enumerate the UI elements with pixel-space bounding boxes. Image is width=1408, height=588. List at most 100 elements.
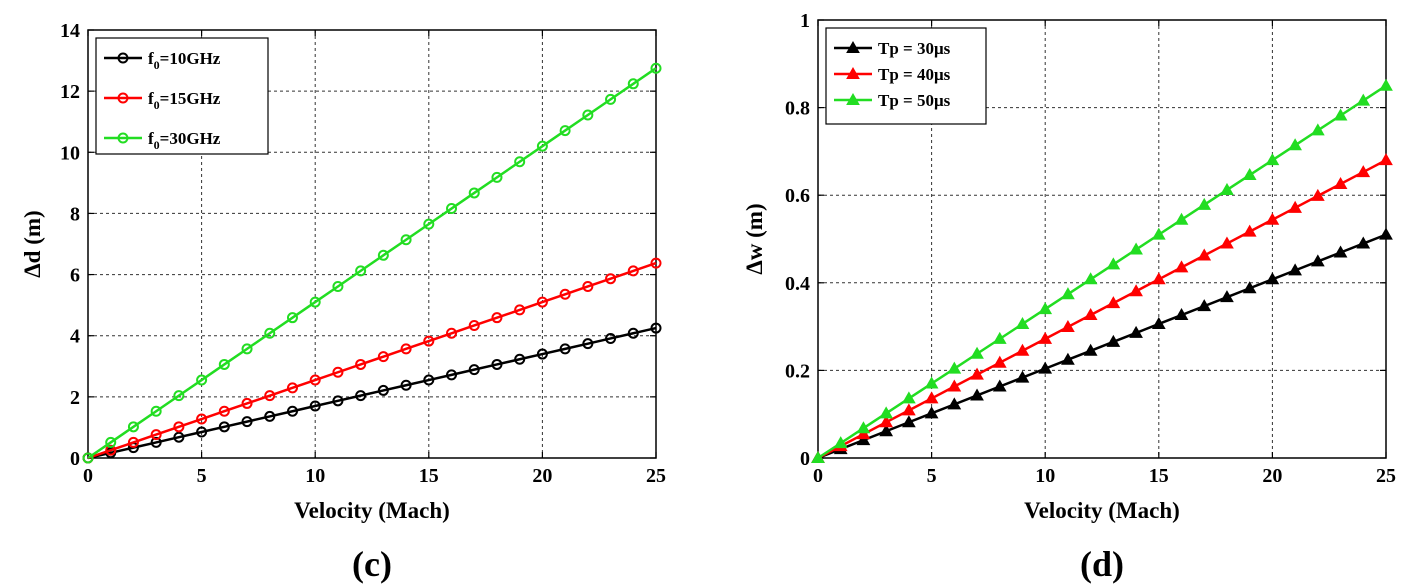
data-point [1151,272,1166,285]
data-point [1106,334,1121,347]
data-point [1265,212,1280,225]
data-point [332,280,344,292]
chart-panel-d: 0 5 10 15 20 25 0 0.2 0.4 0.6 0.8 1 Velocity (Mach) Δ… [742,10,1396,584]
data-point [970,388,984,401]
series-1 [82,322,662,464]
series-3 [811,78,1393,463]
data-point [1220,182,1234,195]
data-point [1356,236,1371,249]
data-point [902,391,916,404]
data-point [264,410,276,422]
data-point [1061,352,1075,365]
data-point [377,351,389,363]
data-point [491,358,503,370]
data-point [286,382,298,394]
series-line [87,261,657,460]
data-point [536,296,548,308]
data-point [1265,272,1280,285]
y-tick-label: 6 [70,265,80,287]
data-point [846,66,860,79]
y-tick-label: 12 [60,81,80,103]
data-point [1083,308,1098,321]
y-tick-label: 14 [60,20,80,42]
data-point [150,405,162,417]
data-point [1061,319,1075,332]
data-point [1333,176,1348,189]
data-point [605,273,617,285]
legend-label: Tp = 40μs [878,65,951,84]
y-tick-label: 0.4 [785,273,810,295]
data-point [902,415,916,428]
data-point [1015,370,1030,383]
data-point [536,348,548,360]
data-point [1083,343,1098,356]
y-tick-label: 1 [800,10,810,32]
data-point [514,156,526,168]
data-point [924,406,939,419]
data-point [400,379,412,391]
data-point [491,171,503,183]
data-point [582,338,594,350]
data-point [1379,78,1393,91]
data-point [627,265,639,277]
data-point [196,413,208,425]
data-point [241,397,253,409]
data-point [811,450,825,463]
data-point [264,390,276,402]
legend-label: Tp = 50μs [878,91,951,110]
series-line [817,233,1387,460]
data-point [241,416,253,428]
chart-caption: (c) [352,544,392,584]
legend-label: f0=30GHz [148,129,221,152]
data-point [286,405,298,417]
y-tick-label: 0 [800,448,810,470]
data-point [627,327,639,339]
data-point [355,265,367,277]
data-point [218,421,230,433]
series-1 [811,227,1393,463]
data-point [1197,299,1212,312]
data-point [1356,93,1371,106]
x-tick-label: 20 [532,465,552,487]
data-point [218,405,230,417]
data-point [196,426,208,438]
data-point [846,92,860,105]
legend-label: f0=10GHz [148,49,221,72]
data-point [1197,197,1212,210]
data-point [605,93,617,105]
series-2 [811,153,1393,463]
data-point [1265,153,1280,166]
x-tick-label: 10 [1035,465,1055,487]
data-point [902,403,916,416]
data-point [856,427,871,440]
data-point [309,374,321,386]
plot-frame [87,29,657,459]
y-tick-label: 10 [60,142,80,164]
data-point [423,218,435,230]
data-point [241,343,253,355]
data-point [377,384,389,396]
data-point [1106,257,1121,270]
data-point [150,436,162,448]
data-point [173,390,185,402]
legend-item-1: Tp = 30μs [834,39,951,58]
data-point [1310,123,1325,136]
data-point [1038,302,1053,315]
x-tick-label: 15 [419,465,439,487]
data-point [992,355,1007,368]
data-point [846,40,860,53]
x-tick-label: 20 [1262,465,1282,487]
data-point [491,312,503,324]
data-point [446,327,458,339]
y-tick-label: 2 [70,387,80,409]
data-point [650,257,662,269]
data-point [468,319,480,331]
data-point [105,444,117,456]
y-tick-label: 4 [70,326,80,348]
y-tick-label: 0.6 [785,185,810,207]
data-point [105,436,117,448]
data-point [1129,284,1143,297]
data-point [514,304,526,316]
data-point [173,431,185,443]
